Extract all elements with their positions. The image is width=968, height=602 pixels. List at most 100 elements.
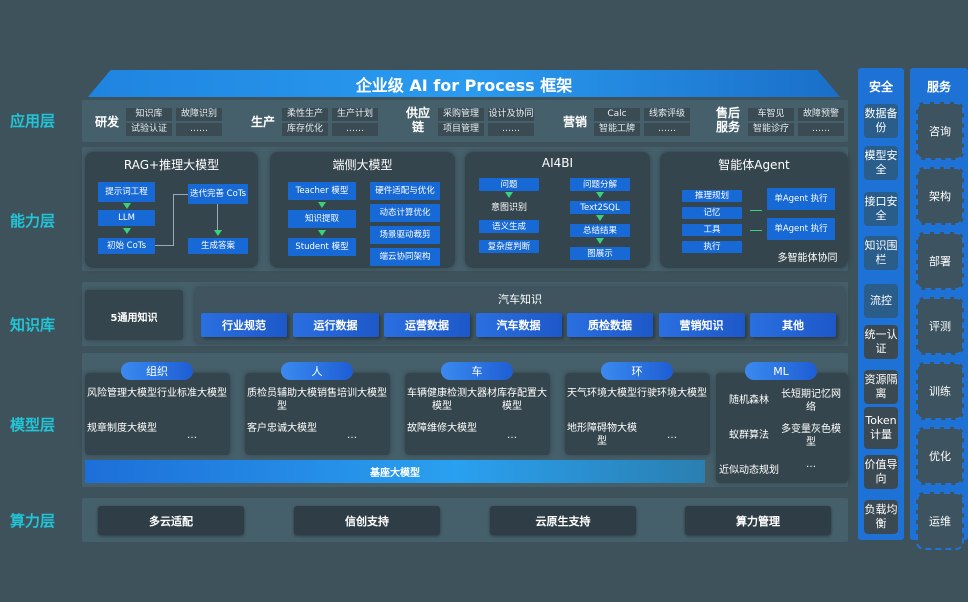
model-item: … xyxy=(187,430,197,441)
process-step: 初始 CoTs xyxy=(98,238,155,254)
model-item: 客户忠诚大模型 xyxy=(247,423,317,434)
process-step: 端云协同架构 xyxy=(370,248,440,266)
model-group-pill: 组织 xyxy=(121,362,193,380)
model-item: 行业标准大模型 xyxy=(157,388,227,399)
base-model-bar: 基座大模型 xyxy=(85,460,705,483)
connector-line xyxy=(173,194,188,195)
model-group-card xyxy=(405,373,550,455)
service-item-6: 运维 xyxy=(916,492,964,550)
layer-label-3: 模型层 xyxy=(10,416,56,434)
agent-exec-box: 单Agent 执行 xyxy=(767,218,835,240)
app-item: 库存优化 xyxy=(282,123,328,136)
down-arrow-icon xyxy=(214,230,222,236)
app-group-title: 供应链 xyxy=(405,106,430,134)
edge-model-card: 端侧大模型 Teacher 模型 知识提取 Student 模型 硬件适配与优化 动态计算… xyxy=(270,152,455,268)
security-item: 知识围栏 xyxy=(864,236,898,270)
app-item: …… xyxy=(798,123,844,136)
down-arrow-icon xyxy=(318,230,326,236)
app-item: 生产计划 xyxy=(332,108,378,121)
app-item: 设计及协同 xyxy=(488,108,534,121)
service-item-0: 咨询 xyxy=(916,102,964,160)
process-step: Student 模型 xyxy=(288,238,356,256)
app-item: 故障预警 xyxy=(798,108,844,121)
app-item: …… xyxy=(644,123,690,136)
process-step: 生成答案 xyxy=(188,238,248,254)
process-step: 记忆 xyxy=(682,207,742,219)
knowledge-item: 运行数据 xyxy=(292,313,379,337)
service-item-4: 训练 xyxy=(916,362,964,420)
compute-item: 云原生支持 xyxy=(490,506,636,535)
connector-line xyxy=(750,230,762,231)
app-item: 车智见 xyxy=(748,108,794,121)
model-item: 风险管理大模型 xyxy=(87,388,157,399)
model-item: 故障维修大模型 xyxy=(407,423,477,434)
security-item: 模型安全 xyxy=(864,146,898,180)
model-item: … xyxy=(507,430,517,441)
security-item: 统一认证 xyxy=(864,325,898,359)
knowledge-item: 行业规范 xyxy=(201,313,287,337)
ml-item: 近似动态规划 xyxy=(719,465,779,476)
process-step: 总结结果 xyxy=(570,224,630,237)
process-step: 图展示 xyxy=(570,247,630,260)
app-group-title: 研发 xyxy=(94,115,119,129)
model-item: 规章制度大模型 xyxy=(87,423,157,434)
ml-item: … xyxy=(806,459,816,470)
app-item: …… xyxy=(176,123,222,136)
security-item: 数据备份 xyxy=(864,104,898,138)
connector-line xyxy=(155,245,173,246)
app-item: 线索评级 xyxy=(644,108,690,121)
app-item: 项目管理 xyxy=(438,123,484,136)
knowledge-item: 营销知识 xyxy=(658,313,745,337)
security-item: 接口安全 xyxy=(864,192,898,226)
process-step: 工具 xyxy=(682,224,742,236)
compute-item: 多云适配 xyxy=(98,506,244,535)
general-knowledge-label: 5通用知识 xyxy=(110,313,158,324)
model-item: 器材库存配置大模型 xyxy=(477,388,547,412)
edge-model-card-title: 端侧大模型 xyxy=(332,158,393,172)
framework-title: 企业级 AI for Process 框架 xyxy=(355,75,573,95)
app-item: 智能诊疗 xyxy=(748,123,794,136)
down-arrow-icon xyxy=(596,192,604,198)
auto-knowledge-title: 汽车知识 xyxy=(498,293,542,306)
layer-label-0: 应用层 xyxy=(10,112,56,130)
agent-exec-box: 单Agent 执行 xyxy=(767,188,835,210)
agent-footer: 多智能体协同 xyxy=(777,253,838,264)
process-step: 推理规划 xyxy=(682,190,742,202)
app-item: …… xyxy=(332,123,378,136)
ml-pill: ML xyxy=(745,362,817,380)
down-arrow-icon xyxy=(596,215,604,221)
model-item: 车辆健康检测大模型 xyxy=(407,388,477,412)
service-item-1: 架构 xyxy=(916,167,964,225)
app-item: 智能工牌 xyxy=(594,123,640,136)
model-item: 天气环境大模型 xyxy=(567,388,637,399)
framework-title-banner: 企业级 AI for Process 框架 xyxy=(88,70,840,97)
ai4bi-card: AI4BI 问题 意图识别 语义生成 复杂度判断 问题分解 Text2SQL 总结结果 图展示 xyxy=(465,152,650,268)
app-item: 知识库 xyxy=(126,108,172,121)
model-item: … xyxy=(667,430,677,441)
model-group-pill: 车 xyxy=(441,362,513,380)
process-text: 意图识别 xyxy=(490,203,527,213)
process-step: 动态计算优化 xyxy=(370,204,440,222)
down-arrow-icon xyxy=(318,202,326,208)
app-item: 柔性生产 xyxy=(282,108,328,121)
service-item-5: 优化 xyxy=(916,427,964,485)
agent-card: 智能体Agent 推理规划 记忆 工具 执行 单Agent 执行 单Agent 执行 多智能体… xyxy=(660,152,848,268)
process-step: Text2SQL xyxy=(570,201,630,214)
connector-line xyxy=(217,204,218,230)
process-step: 问题 xyxy=(479,178,539,191)
services-title: 服务 xyxy=(926,80,951,94)
model-group-card xyxy=(85,373,230,455)
rag-card: RAG+推理大模型 提示词工程 LLM 初始 CoTs 迭代完善 CoTs 生成答案 xyxy=(85,152,258,268)
process-step: Teacher 模型 xyxy=(288,182,356,200)
compute-item: 信创支持 xyxy=(294,506,440,535)
down-arrow-icon xyxy=(123,228,131,234)
knowledge-item: 汽车数据 xyxy=(475,313,562,337)
security-item: 资源隔离 xyxy=(864,370,898,404)
service-item-3: 评测 xyxy=(916,297,964,355)
security-item: 价值导向 xyxy=(864,455,898,489)
process-step: 提示词工程 xyxy=(98,182,155,202)
app-group-title: 营销 xyxy=(562,115,587,129)
knowledge-item: 运营数据 xyxy=(384,313,470,337)
down-arrow-icon xyxy=(505,192,513,198)
ml-item: 多变量灰色模型 xyxy=(781,424,841,448)
